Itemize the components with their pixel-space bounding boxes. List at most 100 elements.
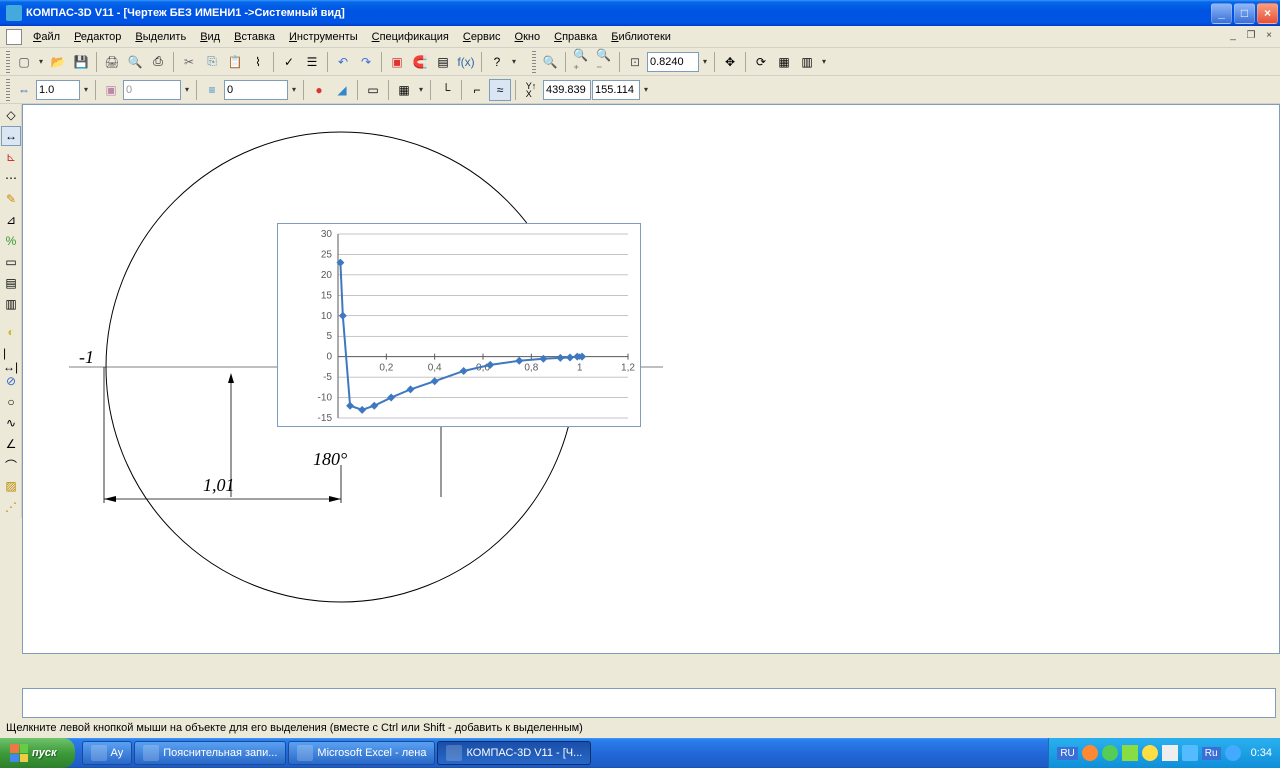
menu-спецификация[interactable]: Спецификация (365, 29, 456, 45)
undo-button[interactable]: ↶ (332, 51, 354, 73)
snap-button[interactable]: 🧲 (409, 51, 431, 73)
save-button[interactable]: 💾 (70, 51, 92, 73)
properties-button[interactable]: ✓ (278, 51, 300, 73)
print-setup-button[interactable]: ⎙ (147, 51, 169, 73)
menu-библиотеки[interactable]: Библиотеки (604, 29, 678, 45)
symbols-tool[interactable]: ⊾ (1, 147, 21, 167)
tray-icon[interactable] (1182, 745, 1198, 761)
grid-toggle-button[interactable]: ▦ (393, 79, 415, 101)
ellipse-tool[interactable]: ○ (1, 392, 21, 412)
auto-line-tool[interactable]: |↔| (1, 350, 21, 370)
arc-tool[interactable]: ⌒ (1, 455, 21, 475)
tray-icon[interactable] (1122, 745, 1138, 761)
geometry-tool[interactable]: ◇ (1, 105, 21, 125)
scale-input[interactable] (36, 80, 80, 100)
zoom-input[interactable] (647, 52, 699, 72)
menu-окно[interactable]: Окно (508, 29, 548, 45)
mdi-minimize-button[interactable]: _ (1225, 30, 1241, 44)
open-button[interactable]: 📂 (47, 51, 69, 73)
menu-вставка[interactable]: Вставка (227, 29, 282, 45)
ortho-button[interactable]: └ (435, 79, 457, 101)
menu-вид[interactable]: Вид (193, 29, 227, 45)
mdi-close-button[interactable]: × (1261, 30, 1277, 44)
constraints-tool[interactable]: ⊿ (1, 210, 21, 230)
new-button[interactable]: ▢ (13, 51, 35, 73)
lang-indicator[interactable]: RU (1057, 747, 1077, 760)
local-cs-button[interactable]: ⌐ (466, 79, 488, 101)
tray-icon[interactable] (1142, 745, 1158, 761)
embedded-chart[interactable]: -15-10-50510152025300,20,40,60,811,2 (277, 223, 641, 427)
zoom-out-button[interactable]: 🔍⁻ (593, 51, 615, 73)
manager-button[interactable]: ▣ (386, 51, 408, 73)
tray-icon[interactable] (1225, 745, 1241, 761)
layer-lock-icon[interactable]: ▣ (100, 79, 122, 101)
menu-выделить[interactable]: Выделить (128, 29, 193, 45)
paste-button[interactable]: 📋 (224, 51, 246, 73)
pan-button[interactable]: ✥ (719, 51, 741, 73)
preview-button[interactable]: 🔍 (124, 51, 146, 73)
menu-файл[interactable]: Файл (26, 29, 67, 45)
taskbar-button[interactable]: Microsoft Excel - лена (288, 741, 435, 765)
views-mgr-button[interactable]: ▥ (796, 51, 818, 73)
curve-tool[interactable]: ⊘ (1, 371, 21, 391)
status-bar: Щелкните левой кнопкой мыши на объекте д… (0, 720, 1280, 738)
chain-tool[interactable]: ⋰ (1, 497, 21, 517)
close-button[interactable]: × (1257, 3, 1278, 24)
minimize-button[interactable]: _ (1211, 3, 1232, 24)
start-button[interactable]: пуск (0, 738, 75, 768)
menu-справка[interactable]: Справка (547, 29, 604, 45)
layer-input[interactable] (123, 80, 181, 100)
doc-props-button[interactable]: ▭ (362, 79, 384, 101)
stop-button[interactable]: ● (308, 79, 330, 101)
cut-button[interactable]: ✂ (178, 51, 200, 73)
tray-icon[interactable] (1162, 745, 1178, 761)
mdi-restore-button[interactable]: ❐ (1243, 30, 1259, 44)
menu-инструменты[interactable]: Инструменты (282, 29, 365, 45)
tray-icon[interactable] (1102, 745, 1118, 761)
coord-y-input[interactable] (592, 80, 640, 100)
zoom-window-button[interactable]: ⊡ (624, 51, 646, 73)
format-paint-button[interactable]: ⌇ (247, 51, 269, 73)
state-toolbar: ⇔ ▾ ▣ ▾ ≡ ▾ ● ◢ ▭ ▦▾ └ ⌐ ≈ Y↑X ▾ (0, 76, 1280, 104)
standard-toolbar: ▢▾ 📂 💾 🖨 🔍 ⎙ ✂ ⎘ 📋 ⌇ ✓ ☰ ↶ ↷ ▣ 🧲 ▤ f(x) … (0, 48, 1280, 76)
menu-bar: ФайлРедакторВыделитьВидВставкаИнструмент… (0, 26, 1280, 48)
reports-tool[interactable]: ▥ (1, 294, 21, 314)
menu-редактор[interactable]: Редактор (67, 29, 128, 45)
props-panel-button[interactable]: ☰ (301, 51, 323, 73)
measure-tool[interactable]: % (1, 231, 21, 251)
view-tool[interactable]: ◐ (1, 322, 21, 342)
maximize-button[interactable]: □ (1234, 3, 1255, 24)
print-button[interactable]: 🖨 (101, 51, 123, 73)
lang-indicator-2[interactable]: Ru (1202, 747, 1221, 760)
tray-icon[interactable] (1082, 745, 1098, 761)
coord-label-icon: Y↑X (520, 79, 542, 101)
text-tool[interactable]: ⋯ (1, 168, 21, 188)
clock[interactable]: 0:34 (1251, 747, 1272, 759)
linestyle-input[interactable] (224, 80, 288, 100)
zoom-all-button[interactable]: 🔍 (539, 51, 561, 73)
taskbar-button[interactable]: КОМПАС-3D V11 - [Ч... (437, 741, 591, 765)
edit-tool[interactable]: ✎ (1, 189, 21, 209)
redo-button[interactable]: ↷ (355, 51, 377, 73)
drawing-canvas[interactable]: 1,01 -1 180° -15-10-50510152025300,20,40… (22, 104, 1280, 654)
copy-button[interactable]: ⎘ (201, 51, 223, 73)
title-bar: КОМПАС-3D V11 - [Чертеж БЕЗ ИМЕНИ1 ->Сис… (0, 0, 1280, 26)
angle-tool[interactable]: ∠ (1, 434, 21, 454)
vars-button[interactable]: f(x) (455, 51, 477, 73)
taskbar-button[interactable]: Ау (82, 741, 133, 765)
eraser-button[interactable]: ◢ (331, 79, 353, 101)
dimensions-tool[interactable]: ↔ (1, 126, 21, 146)
lib-button[interactable]: ▤ (432, 51, 454, 73)
taskbar-button[interactable]: Пояснительная запи... (134, 741, 286, 765)
round-button[interactable]: ≈ (489, 79, 511, 101)
zoom-in-button[interactable]: 🔍⁺ (570, 51, 592, 73)
menu-сервис[interactable]: Сервис (456, 29, 508, 45)
views-button[interactable]: ▦ (773, 51, 795, 73)
spline-tool[interactable]: ∿ (1, 413, 21, 433)
refresh-button[interactable]: ⟳ (750, 51, 772, 73)
hatch-tool[interactable]: ▨ (1, 476, 21, 496)
help-button[interactable]: ? (486, 51, 508, 73)
coord-x-input[interactable] (543, 80, 591, 100)
spec-tool[interactable]: ▤ (1, 273, 21, 293)
select-tool[interactable]: ▭ (1, 252, 21, 272)
